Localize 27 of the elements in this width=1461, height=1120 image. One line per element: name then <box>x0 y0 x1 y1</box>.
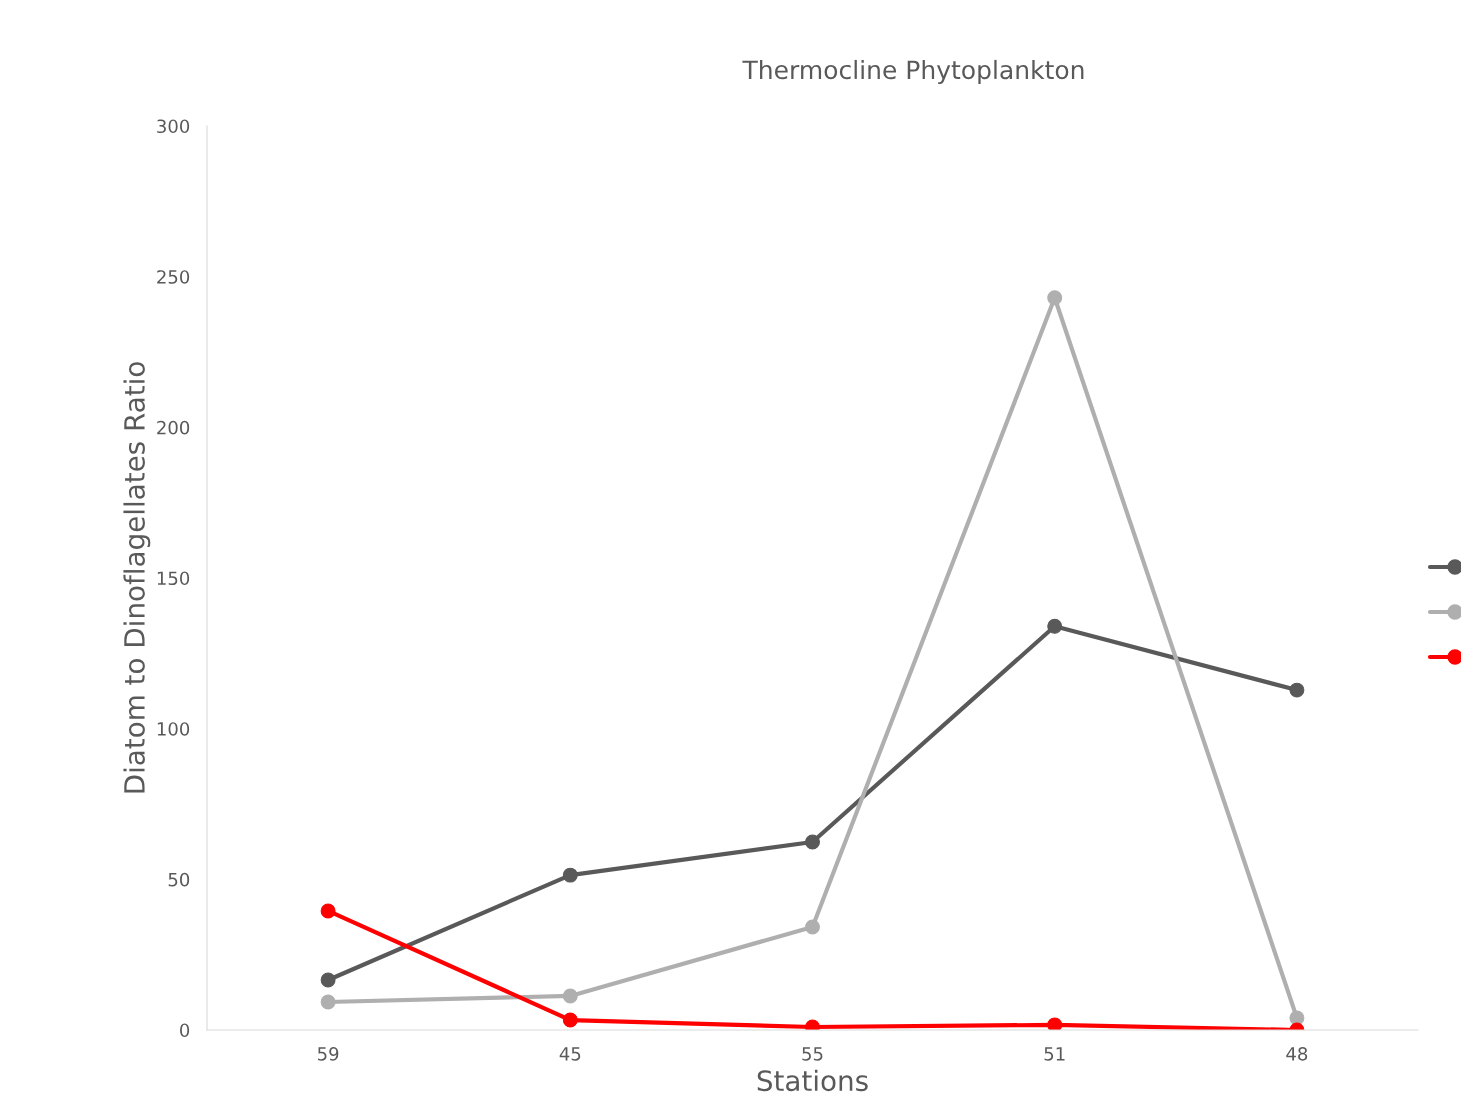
point <box>1289 682 1305 698</box>
point <box>1047 290 1063 306</box>
x-tick-label: 51 <box>1044 1047 1065 1061</box>
x-axis-title: Stations <box>757 1069 868 1092</box>
point <box>1047 618 1063 634</box>
y-tick-label: 250 <box>157 270 190 284</box>
y-tick-label: 200 <box>157 420 190 435</box>
y-tick-label: 300 <box>157 119 190 134</box>
point <box>320 972 336 988</box>
point <box>562 988 578 1004</box>
point <box>320 994 336 1010</box>
point <box>562 867 578 883</box>
x-tick-label: 45 <box>559 1047 581 1061</box>
y-tick-label: 150 <box>157 571 190 586</box>
point <box>562 1012 578 1028</box>
y-tick-label: 0 <box>180 1023 190 1038</box>
point <box>805 834 820 850</box>
y-tick-label: 100 <box>157 722 190 736</box>
point <box>320 903 336 919</box>
y-tick-label: 50 <box>168 872 190 887</box>
chart-title: Thermocline Phytoplankton <box>742 59 1084 85</box>
x-tick-label: 55 <box>802 1047 823 1061</box>
x-tick-label: 48 <box>1286 1046 1308 1061</box>
y-axis-title: Diatom to Dinoflagellates Ratio <box>123 362 151 793</box>
point <box>805 919 820 935</box>
x-tick-label: 59 <box>318 1046 339 1061</box>
point <box>1047 1017 1063 1030</box>
